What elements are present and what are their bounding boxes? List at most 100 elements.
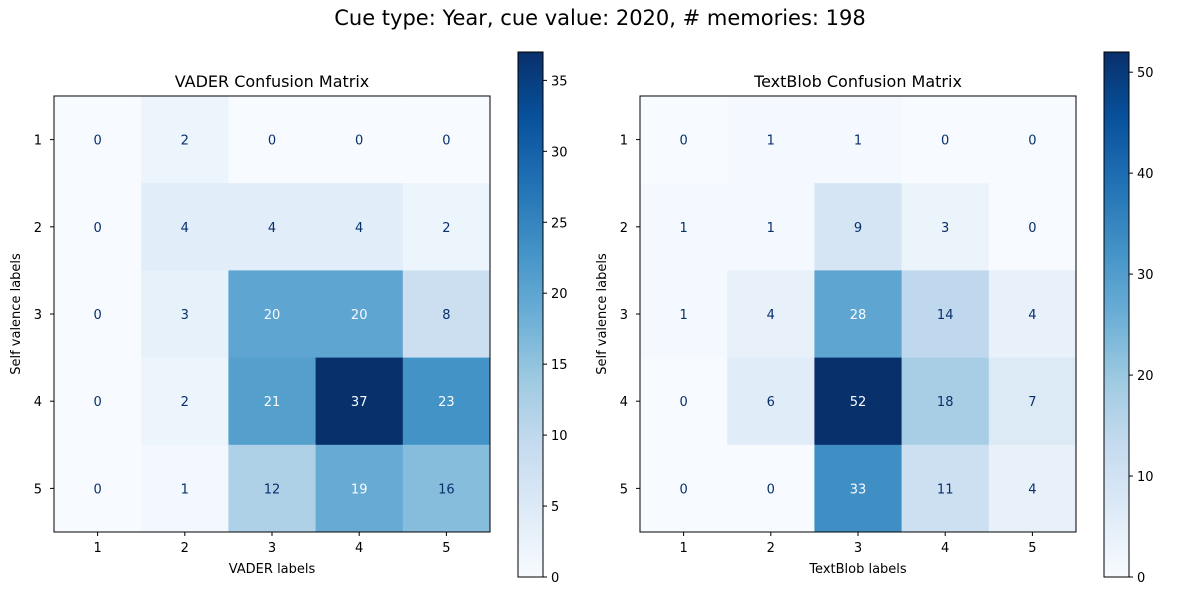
heatmap-cell — [54, 357, 142, 446]
cell-value-label: 11 — [937, 482, 954, 497]
colorbar — [517, 51, 544, 578]
cell-value-label: 37 — [351, 395, 368, 410]
cell-value-label: 0 — [679, 482, 687, 497]
x-tick-label: 5 — [442, 541, 450, 556]
cell-value-label: 0 — [941, 134, 949, 149]
cell-value-label: 52 — [850, 395, 867, 410]
cell-value-label: 0 — [93, 221, 101, 236]
cell-value-label: 20 — [264, 308, 281, 323]
colorbar-tick-label: 10 — [551, 429, 568, 444]
cell-value-label: 4 — [355, 221, 363, 236]
cell-value-label: 4 — [268, 221, 276, 236]
heatmap-cell — [988, 444, 1077, 533]
colorbar-tick-label: 0 — [551, 571, 559, 586]
cell-value-label: 0 — [268, 134, 276, 149]
heatmap-cell — [814, 270, 903, 359]
heatmap-cell — [814, 444, 903, 533]
y-tick-label: 3 — [34, 308, 42, 323]
colorbar-tick-label: 10 — [1137, 470, 1154, 485]
cell-value-label: 1 — [854, 134, 862, 149]
cell-value-label: 0 — [93, 482, 101, 497]
heatmap-cell — [228, 183, 317, 271]
cell-value-label: 8 — [442, 308, 450, 323]
cell-value-label: 23 — [438, 395, 455, 410]
heatmap-cell — [640, 270, 728, 359]
heatmap-cell — [901, 96, 990, 184]
figure-title: Cue type: Year, cue value: 2020, # memor… — [334, 6, 866, 30]
heatmap-cell — [228, 96, 317, 184]
cell-value-label: 2 — [181, 395, 189, 410]
colorbar-tick-label: 25 — [551, 216, 568, 231]
x-tick-label: 2 — [181, 541, 189, 556]
y-tick-label: 3 — [620, 308, 628, 323]
heatmap-cell — [814, 96, 903, 184]
panel-1: 0 2 0 0 00 4 4 4 20 3 20 20 80 2 21 37 230 1 12 19 161 2 3 4 512… — [9, 51, 568, 586]
colorbar-tick-label: 40 — [1137, 167, 1154, 182]
cell-value-label: 28 — [850, 308, 867, 323]
y-tick-label: 5 — [620, 482, 628, 497]
heatmap-cell — [141, 270, 229, 359]
y-tick-label: 1 — [34, 134, 42, 149]
y-tick-label: 5 — [34, 482, 42, 497]
cell-value-label: 1 — [679, 221, 687, 236]
heatmap-cell — [988, 183, 1077, 271]
x-tick-label: 4 — [941, 541, 949, 556]
heatmap-cell — [727, 183, 815, 271]
cell-value-label: 1 — [679, 308, 687, 323]
x-tick-label: 4 — [355, 541, 363, 556]
y-axis-label: Self valence labels — [595, 253, 610, 375]
cell-value-label: 3 — [941, 221, 949, 236]
cell-value-label: 4 — [181, 221, 189, 236]
heatmap-cell — [402, 357, 491, 446]
heatmap-cell — [814, 183, 903, 271]
heatmap-cell — [315, 270, 404, 359]
cell-value-label: 18 — [937, 395, 954, 410]
cell-value-label: 0 — [355, 134, 363, 149]
cell-value-label: 4 — [1028, 482, 1036, 497]
x-axis-label: TextBlob labels — [808, 562, 907, 577]
cell-value-label: 19 — [351, 482, 368, 497]
heatmap-cell — [54, 270, 142, 359]
heatmap-cell — [402, 270, 491, 359]
heatmap-cell — [640, 357, 728, 446]
cell-value-label: 4 — [1028, 308, 1036, 323]
cell-value-label: 14 — [937, 308, 954, 323]
heatmap-cell — [988, 270, 1077, 359]
x-tick-label: 1 — [679, 541, 687, 556]
colorbar-tick-label: 30 — [551, 145, 568, 160]
cell-value-label: 0 — [1028, 134, 1036, 149]
colorbar-tick-label: 0 — [1137, 571, 1145, 586]
colorbar-tick-label: 50 — [1137, 66, 1154, 81]
x-axis-label: VADER labels — [229, 562, 316, 577]
cell-value-label: 21 — [264, 395, 281, 410]
cell-value-label: 9 — [854, 221, 862, 236]
chart-title: TextBlob Confusion Matrix — [753, 72, 962, 91]
heatmap-cell — [228, 357, 317, 446]
x-tick-label: 1 — [93, 541, 101, 556]
cell-value-label: 0 — [93, 308, 101, 323]
heatmap-cell — [901, 444, 990, 533]
cell-value-label: 2 — [442, 221, 450, 236]
cell-value-label: 16 — [438, 482, 455, 497]
y-tick-label: 4 — [34, 395, 42, 410]
heatmap-cell — [814, 357, 903, 446]
heatmap-cell — [228, 270, 317, 359]
cell-value-label: 1 — [181, 482, 189, 497]
heatmap-cell — [54, 444, 142, 533]
chart-title: VADER Confusion Matrix — [175, 72, 370, 91]
heatmap-cell — [402, 183, 491, 271]
y-tick-label: 2 — [34, 221, 42, 236]
y-tick-label: 1 — [620, 134, 628, 149]
colorbar-tick-label: 20 — [551, 287, 568, 302]
cell-value-label: 0 — [679, 395, 687, 410]
heatmap-cell — [640, 96, 728, 184]
colorbar-tick-label: 5 — [551, 500, 559, 515]
cell-value-label: 0 — [93, 134, 101, 149]
heatmap-cell — [141, 357, 229, 446]
colorbar-tick-label: 20 — [1137, 369, 1154, 384]
heatmap-cell — [402, 96, 491, 184]
cell-value-label: 20 — [351, 308, 368, 323]
heatmap-cell — [901, 183, 990, 271]
cell-value-label: 33 — [850, 482, 867, 497]
y-axis-label: Self valence labels — [9, 253, 24, 375]
